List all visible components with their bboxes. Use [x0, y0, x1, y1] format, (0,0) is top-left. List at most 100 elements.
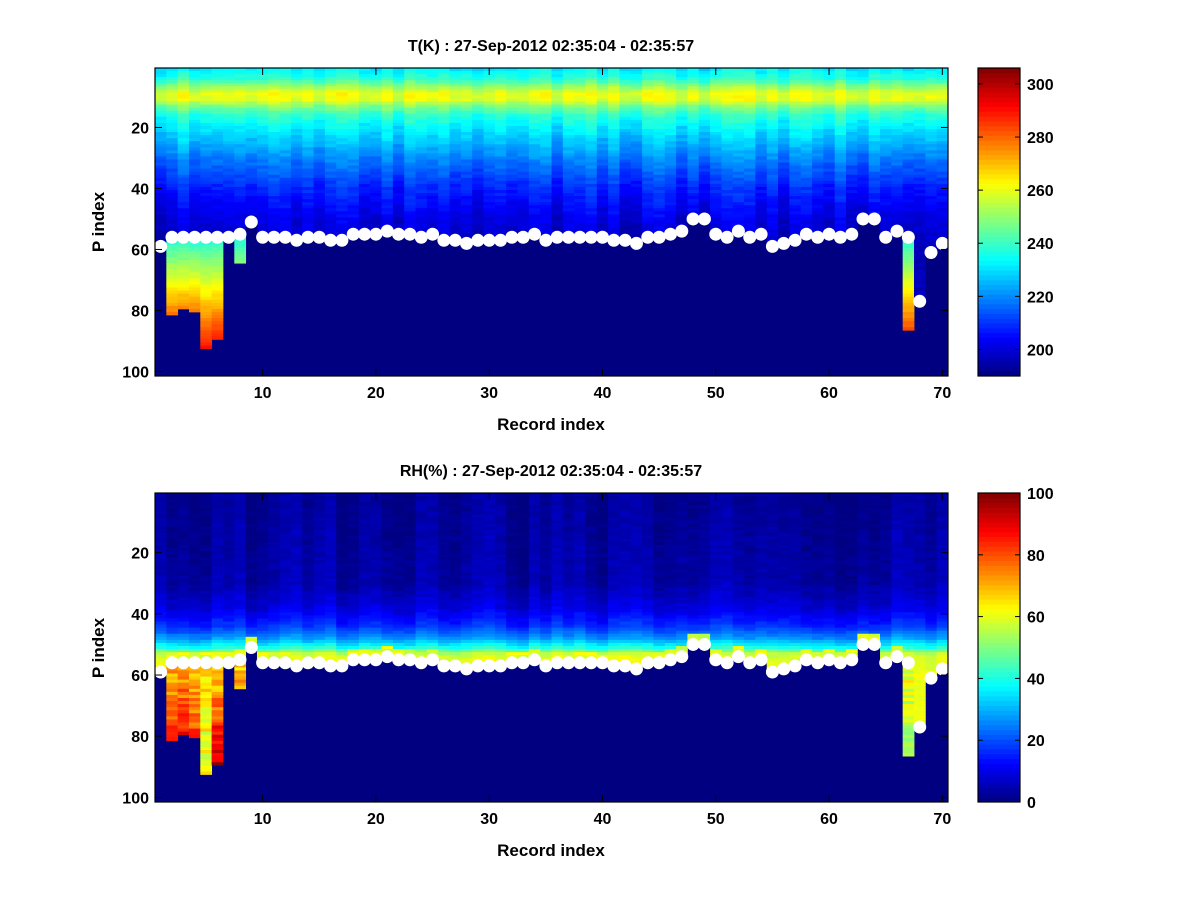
heatmap-cell	[223, 634, 235, 637]
heatmap-cell	[597, 187, 609, 190]
heatmap-cell	[212, 637, 224, 640]
heatmap-cell	[427, 71, 439, 74]
heatmap-cell	[710, 80, 722, 83]
heatmap-cell	[189, 184, 201, 187]
heatmap-cell	[166, 71, 178, 74]
heatmap-cell	[212, 524, 224, 527]
heatmap-cell	[619, 166, 631, 169]
heatmap-cell	[903, 138, 915, 141]
heatmap-cell	[563, 80, 575, 83]
heatmap-cell	[812, 95, 824, 98]
heatmap-cell	[223, 172, 235, 175]
heatmap-cell	[370, 156, 382, 159]
heatmap-cell	[472, 217, 484, 220]
heatmap-cell	[710, 208, 722, 211]
heatmap-cell	[246, 560, 258, 563]
heatmap-cell	[155, 517, 167, 520]
heatmap-cell	[699, 138, 711, 141]
heatmap-cell	[721, 220, 733, 223]
heatmap-cell	[744, 138, 756, 141]
heatmap-cell	[200, 327, 212, 330]
heatmap-cell	[484, 126, 496, 129]
heatmap-cell	[552, 99, 564, 102]
heatmap-cell	[212, 716, 224, 719]
heatmap-cell	[212, 612, 224, 615]
heatmap-cell	[529, 178, 541, 181]
heatmap-cell	[699, 105, 711, 108]
heatmap-cell	[416, 172, 428, 175]
heatmap-cell	[189, 615, 201, 618]
heatmap-cell	[178, 640, 190, 643]
heatmap-cell	[744, 71, 756, 74]
heatmap-cell	[937, 169, 949, 172]
heatmap-cell	[914, 233, 926, 236]
heatmap-cell	[246, 597, 258, 600]
heatmap-cell	[257, 576, 269, 579]
heatmap-cell	[880, 227, 892, 230]
heatmap-cell	[416, 117, 428, 120]
heatmap-cell	[166, 612, 178, 615]
heatmap-cell	[461, 169, 473, 172]
heatmap-cell	[484, 89, 496, 92]
heatmap-cell	[178, 114, 190, 117]
x-tick-label: 60	[820, 385, 838, 402]
heatmap-cell	[212, 502, 224, 505]
heatmap-cell	[699, 129, 711, 132]
heatmap-cell	[540, 163, 552, 166]
heatmap-cell	[212, 285, 224, 288]
heatmap-cell	[348, 190, 360, 193]
heatmap-cell	[246, 83, 258, 86]
heatmap-cell	[540, 138, 552, 141]
heatmap-cell	[246, 588, 258, 591]
heatmap-cell	[812, 181, 824, 184]
heatmap-cell	[268, 95, 280, 98]
heatmap-cell	[200, 300, 212, 303]
heatmap-cell	[246, 132, 258, 135]
heatmap-cell	[461, 141, 473, 144]
heatmap-cell	[212, 622, 224, 625]
heatmap-cell	[903, 147, 915, 150]
heatmap-cell	[427, 166, 439, 169]
heatmap-cell	[721, 117, 733, 120]
heatmap-cell	[178, 126, 190, 129]
heatmap-cell	[200, 686, 212, 689]
heatmap-cell	[382, 199, 394, 202]
surface-point	[902, 231, 915, 244]
heatmap-cell	[257, 612, 269, 615]
heatmap-cell	[699, 205, 711, 208]
heatmap-cell	[314, 187, 326, 190]
heatmap-cell	[280, 214, 292, 217]
heatmap-cell	[200, 309, 212, 312]
heatmap-cell	[404, 77, 416, 80]
heatmap-cell	[676, 80, 688, 83]
heatmap-cell	[597, 141, 609, 144]
heatmap-cell	[212, 530, 224, 533]
heatmap-cell	[223, 147, 235, 150]
heatmap-cell	[574, 89, 586, 92]
heatmap-cell	[178, 732, 190, 735]
heatmap-cell	[744, 184, 756, 187]
heatmap-cell	[552, 147, 564, 150]
heatmap-cell	[925, 202, 937, 205]
heatmap-cell	[518, 187, 530, 190]
heatmap-cell	[257, 108, 269, 111]
heatmap-cell	[155, 588, 167, 591]
heatmap-cell	[404, 135, 416, 138]
surface-point	[811, 231, 824, 244]
heatmap-cell	[200, 542, 212, 545]
heatmap-cell	[257, 144, 269, 147]
heatmap-cell	[200, 123, 212, 126]
heatmap-cell	[257, 95, 269, 98]
heatmap-cell	[234, 582, 246, 585]
heatmap-cell	[891, 202, 903, 205]
heatmap-cell	[665, 205, 677, 208]
heatmap-cell	[631, 224, 643, 227]
heatmap-cell	[903, 114, 915, 117]
heatmap-cell	[880, 74, 892, 77]
heatmap-cell	[348, 126, 360, 129]
heatmap-cell	[552, 175, 564, 178]
heatmap-cell	[789, 71, 801, 74]
heatmap-cell	[676, 190, 688, 193]
heatmap-cell	[212, 190, 224, 193]
heatmap-cell	[155, 576, 167, 579]
